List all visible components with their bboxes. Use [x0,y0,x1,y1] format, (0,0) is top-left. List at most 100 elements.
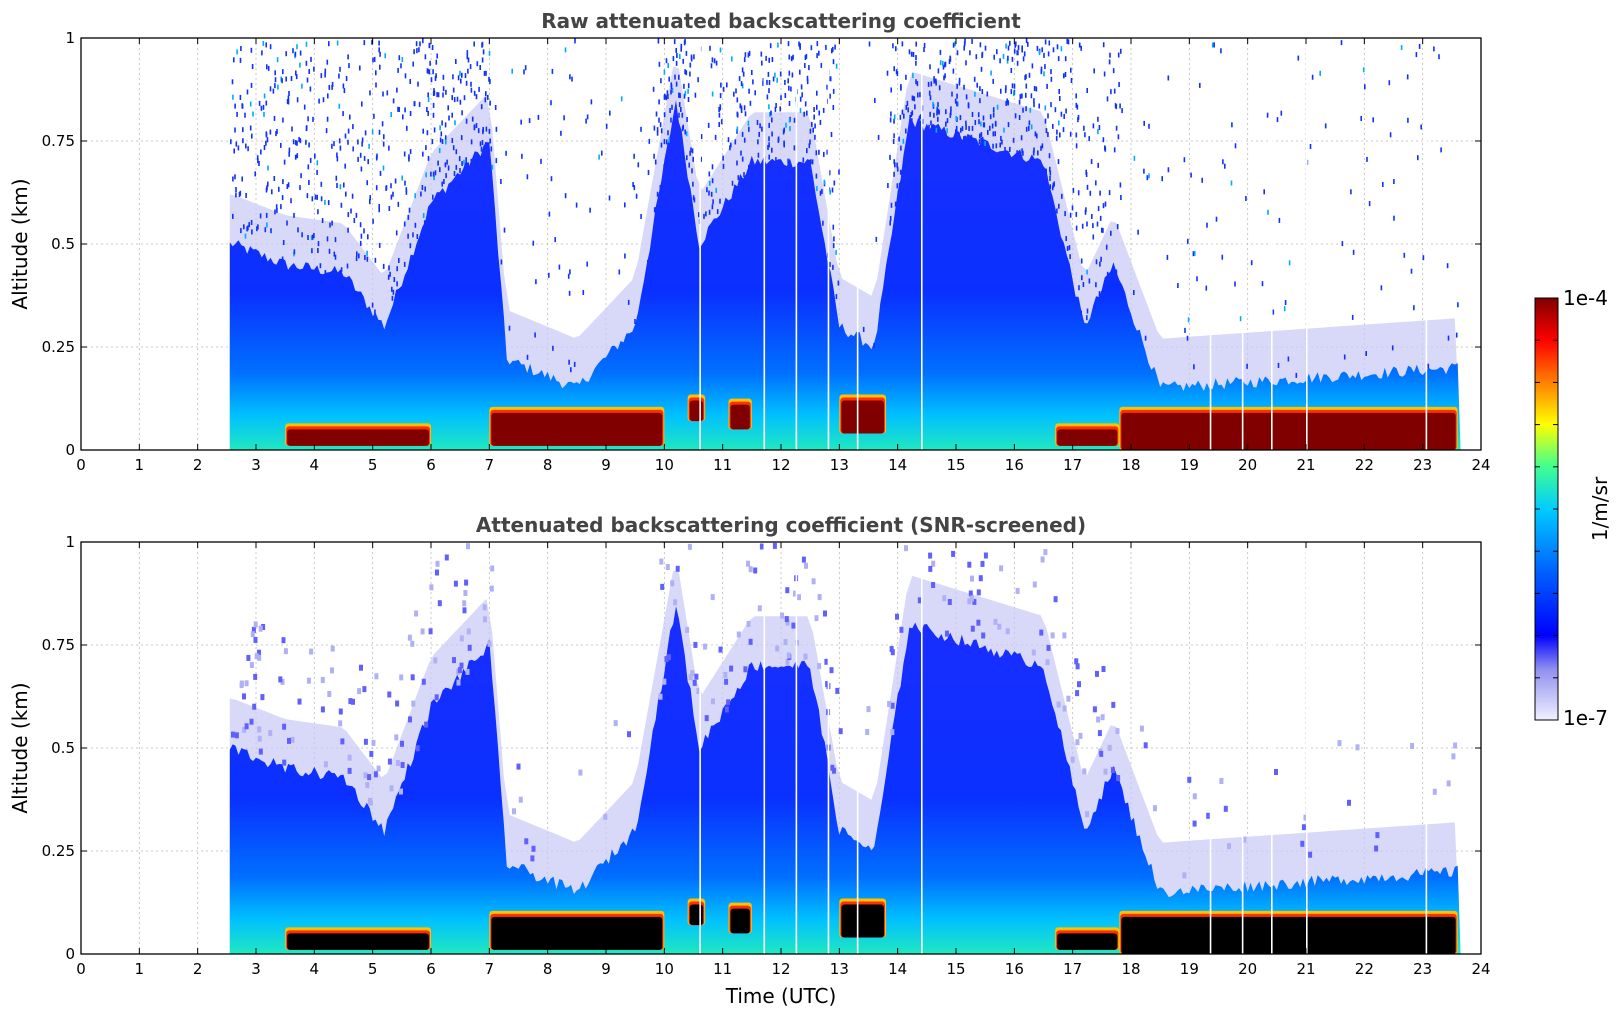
backscatter-speckle [470,158,473,164]
backscatter-speckle [452,657,456,664]
backscatter-speckle [350,208,352,214]
missing-profile-gap [1271,38,1273,450]
x-tick-label: 21 [1296,960,1315,978]
backscatter-speckle [295,74,298,80]
backscatter-speckle [441,120,443,126]
backscatter-speckle [242,693,246,700]
backscatter-speckle [1062,127,1065,133]
backscatter-speckle [310,56,312,62]
backscatter-speckle [309,157,312,163]
backscatter-speckle [742,71,745,77]
backscatter-speckle [743,137,746,143]
backscatter-speckle [910,51,913,57]
backscatter-speckle [804,101,807,107]
backscatter-speckle [687,83,690,89]
backscatter-speckle [388,206,391,211]
backscatter-speckle [654,159,657,165]
backscatter-speckle [980,560,985,567]
backscatter-speckle [564,47,567,53]
backscatter-speckle [508,325,511,331]
backscatter-speckle [378,207,380,213]
backscatter-speckle [295,70,297,76]
backscatter-speckle [899,114,902,120]
backscatter-speckle [1300,840,1305,847]
backscatter-speckle [665,564,670,570]
backscatter-speckle [276,57,279,63]
backscatter-speckle [1106,271,1109,277]
backscatter-speckle [665,58,668,64]
backscatter-speckle [244,112,246,118]
y-tick-label: 0.75 [42,636,75,654]
backscatter-speckle [269,44,272,50]
missing-profile-gap [921,38,923,450]
backscatter-speckle [1041,143,1044,149]
backscatter-speckle [459,70,461,76]
backscatter-speckle [427,97,430,102]
backscatter-speckle [432,194,434,200]
backscatter-speckle [1187,317,1190,323]
backscatter-speckle [692,679,697,686]
backscatter-speckle [1231,122,1233,128]
backscatter-speckle [889,220,891,226]
backscatter-speckle [1447,335,1450,341]
backscatter-speckle [465,157,467,163]
backscatter-speckle [893,114,896,120]
backscatter-speckle [231,731,235,738]
backscatter-speckle [668,137,670,143]
backscatter-speckle [1005,628,1010,635]
backscatter-speckle [1143,742,1148,749]
backscatter-speckle [275,131,277,137]
backscatter-speckle [285,51,287,57]
backscatter-speckle [1297,55,1300,61]
aerosol-layer-core [491,916,663,950]
backscatter-speckle [752,79,754,85]
backscatter-speckle [568,290,571,296]
backscatter-speckle [1086,88,1088,93]
backscatter-speckle [419,41,421,47]
backscatter-speckle [731,56,733,62]
backscatter-speckle [674,74,676,80]
backscatter-speckle [738,76,741,82]
backscatter-speckle [806,110,808,116]
backscatter-speckle [783,140,785,146]
backscatter-speckle [943,75,945,81]
backscatter-speckle [403,261,406,267]
backscatter-speckle [1013,91,1015,97]
backscatter-speckle [748,50,751,56]
backscatter-speckle [1068,245,1071,251]
x-tick-label: 12 [771,960,790,978]
colorbar: 1e-4 1e-7 1/m/sr [1534,286,1612,730]
backscatter-speckle [308,142,310,148]
x-tick-label: 22 [1355,456,1374,474]
backscatter-speckle [1100,714,1105,721]
backscatter-speckle [236,49,238,55]
backscatter-speckle [413,101,416,107]
backscatter-speckle [249,101,252,107]
backscatter-speckle [823,179,826,185]
backscatter-speckle [313,66,315,72]
backscatter-speckle [430,77,433,83]
x-tick-label: 19 [1180,456,1199,474]
backscatter-speckle [324,199,326,205]
backscatter-speckle [320,196,323,202]
backscatter-speckle [491,164,494,170]
backscatter-speckle [946,118,949,124]
backscatter-speckle [1110,230,1112,236]
backscatter-speckle [675,565,680,572]
backscatter-speckle [1093,68,1095,74]
backscatter-speckle [276,129,278,134]
backscatter-speckle [792,54,794,60]
backscatter-speckle [945,630,949,637]
backscatter-speckle [261,624,266,630]
backscatter-speckle [1365,351,1367,356]
x-tick-label: 16 [1005,456,1024,474]
backscatter-speckle [944,61,947,67]
backscatter-speckle [1161,176,1163,182]
x-tick-label: 1 [135,456,145,474]
backscatter-speckle [452,145,455,151]
x-tick-label: 9 [601,960,611,978]
backscatter-speckle [1002,53,1005,59]
backscatter-speckle [689,71,691,77]
backscatter-speckle [296,153,299,159]
backscatter-speckle [265,132,268,138]
